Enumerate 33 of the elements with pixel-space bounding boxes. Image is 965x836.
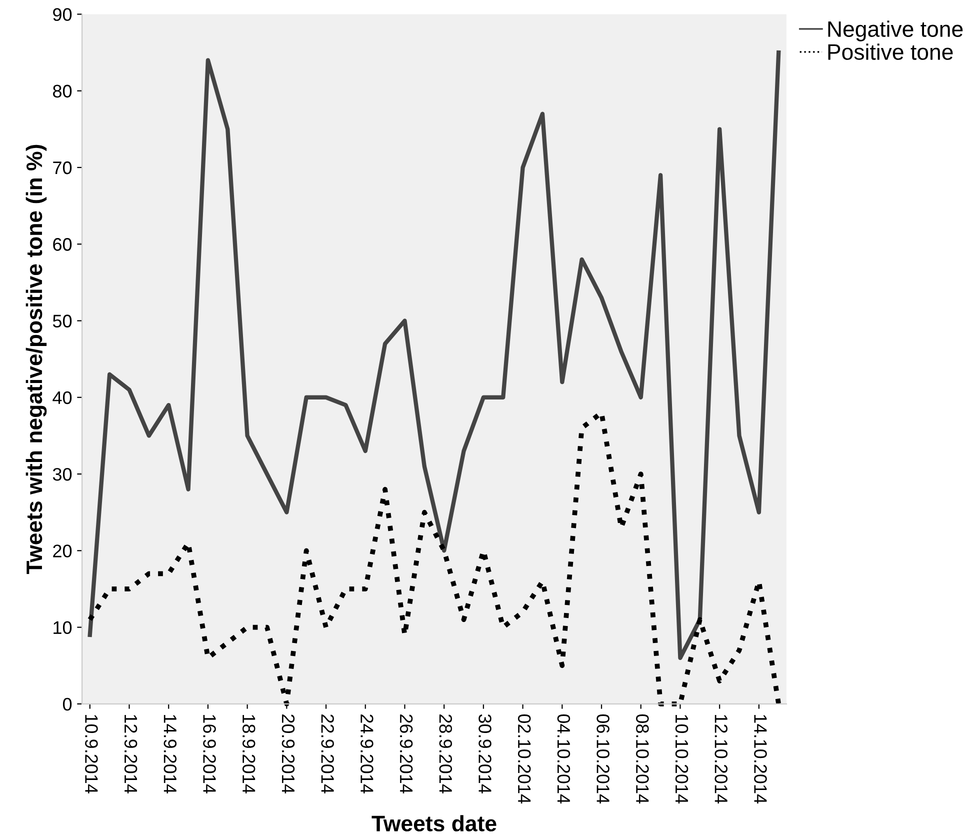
x-tick-label: 14.10.2014 — [754, 715, 767, 804]
x-tick-label: 26.9.2014 — [400, 714, 413, 794]
x-tick-label: 22.9.2014 — [321, 714, 334, 794]
x-tick-label: 30.9.2014 — [478, 714, 492, 794]
x-tick-label: 04.10.2014 — [557, 714, 570, 804]
x-tick-label: 10.9.2014 — [85, 715, 98, 794]
y-tick-label: 80 — [53, 84, 72, 98]
x-tick-label: 18.9.2014 — [242, 715, 256, 794]
x-tick-label: 24.9.2014 — [360, 714, 374, 794]
x-axis-title: Tweets date — [372, 815, 496, 832]
legend-label: Positive tone — [828, 44, 953, 60]
x-tick-label: 20.9.2014 — [282, 714, 295, 794]
y-tick-label: 30 — [52, 468, 72, 481]
y-axis-title: Tweets with negative/positive tone (in %) — [26, 144, 47, 574]
x-tick-label: 10.10.2014 — [675, 715, 688, 804]
y-tick-label: 60 — [53, 238, 72, 251]
x-tick-label: 28.9.2014 — [439, 714, 452, 794]
y-tick-label: 0 — [62, 698, 72, 711]
y-tick-label: 90 — [53, 8, 72, 21]
x-tick-label: 02.10.2014 — [518, 714, 531, 804]
x-tick-label: 12.10.2014 — [714, 715, 728, 804]
y-tick-label: 20 — [53, 544, 72, 558]
y-tick-label: 10 — [54, 621, 72, 634]
y-tick-label: 50 — [52, 314, 72, 328]
x-tick-label: 16.9.2014 — [203, 715, 216, 794]
x-tick-label: 06.10.2014 — [596, 714, 610, 804]
line-series — [88, 50, 781, 660]
x-tick-label: 08.10.2014 — [636, 714, 649, 804]
x-tick-label: 12.9.2014 — [124, 715, 138, 794]
legend-label: Negative tone — [828, 20, 963, 42]
y-tick-label: 40 — [52, 391, 72, 404]
y-tick-label: 70 — [53, 161, 72, 174]
x-tick-label: 14.9.2014 — [164, 715, 177, 794]
